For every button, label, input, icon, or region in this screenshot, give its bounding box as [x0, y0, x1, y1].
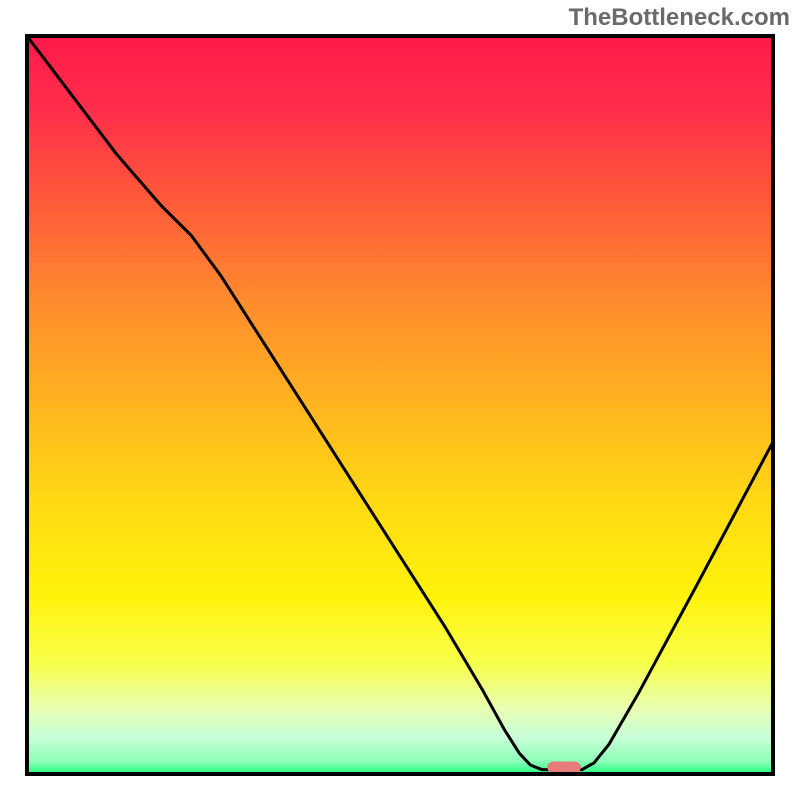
plot-area: [27, 36, 773, 774]
chart-container: TheBottleneck.com: [0, 0, 800, 800]
watermark-text: TheBottleneck.com: [569, 4, 790, 32]
optimal-marker: [547, 761, 581, 773]
curve-layer: [27, 36, 773, 774]
bottleneck-curve: [27, 36, 773, 770]
